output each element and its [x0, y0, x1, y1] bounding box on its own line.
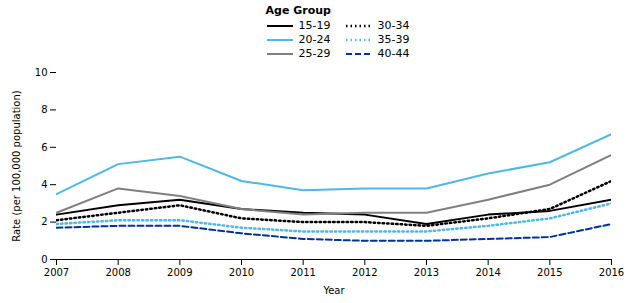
- svg-text:2: 2: [41, 216, 47, 227]
- svg-text:2015: 2015: [537, 267, 562, 278]
- svg-text:4: 4: [41, 179, 47, 190]
- svg-text:2007: 2007: [44, 267, 69, 278]
- svg-text:2014: 2014: [475, 267, 500, 278]
- html-text:Age Group: Age Group: [265, 4, 331, 17]
- svg-text:Year: Year: [322, 285, 345, 296]
- html-text:35-39: 35-39: [377, 33, 410, 46]
- svg-text:2011: 2011: [290, 267, 315, 278]
- html-text:30-34: 30-34: [377, 19, 410, 32]
- svg-text:2012: 2012: [352, 267, 377, 278]
- svg-text:2009: 2009: [167, 267, 192, 278]
- svg-text:Rate (per 100,000 population): Rate (per 100,000 population): [11, 90, 22, 242]
- html-text:25-29: 25-29: [298, 47, 331, 60]
- svg-text:8: 8: [41, 104, 47, 115]
- html-text:40-44: 40-44: [377, 47, 410, 60]
- svg-text:0: 0: [41, 254, 47, 265]
- svg-text:10: 10: [35, 67, 48, 78]
- svg-text:2008: 2008: [105, 267, 130, 278]
- svg-text:2010: 2010: [229, 267, 254, 278]
- svg-text:2016: 2016: [599, 267, 624, 278]
- html-text:15-19: 15-19: [298, 19, 331, 32]
- svg-text:6: 6: [41, 142, 47, 153]
- svg-text:2013: 2013: [414, 267, 439, 278]
- html-text:20-24: 20-24: [298, 33, 331, 46]
